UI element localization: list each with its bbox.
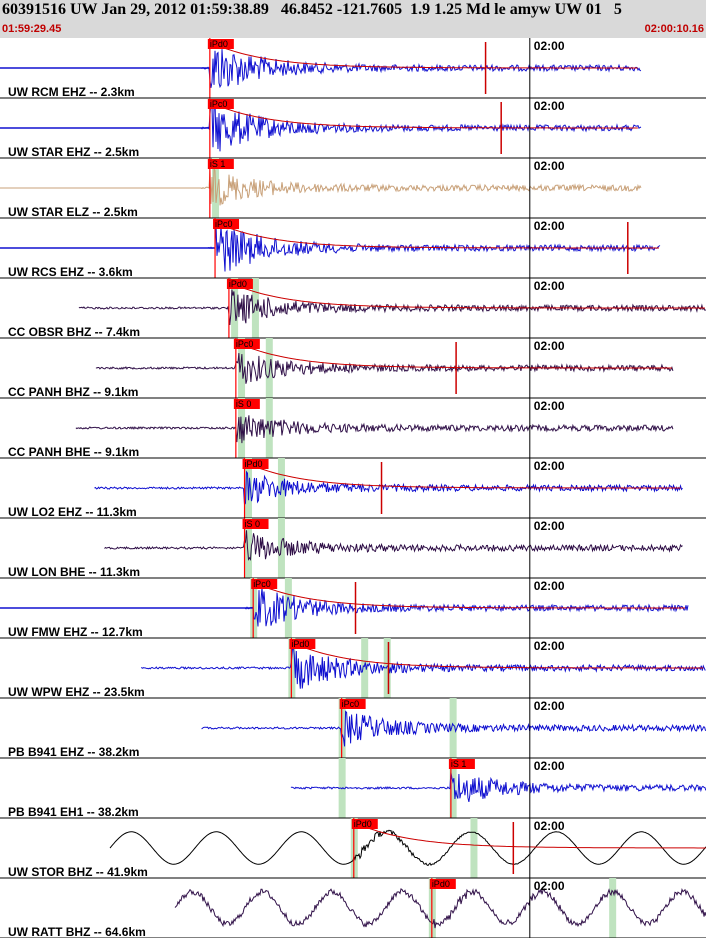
arrival-band [449, 698, 457, 758]
time-tick-label: 02:00 [534, 639, 565, 653]
station-label: PB B941 EH1 -- 38.2km [8, 805, 139, 819]
arrival-band [265, 338, 273, 398]
pick-label-box [233, 339, 260, 349]
station-label: UW RCM EHZ -- 2.3km [8, 85, 135, 99]
station-label: UW STOR BHZ -- 41.9km [8, 865, 148, 879]
arrival-band [284, 578, 292, 638]
pick-label: iS 1 [451, 759, 467, 769]
pick-label-box [351, 819, 378, 829]
arrival-band [383, 638, 391, 698]
pick-label: iPc0 [210, 99, 228, 109]
coda-fit-curve [252, 581, 686, 609]
waveform-trace [78, 289, 706, 326]
arrival-band [251, 278, 259, 338]
time-tick-label: 02:00 [534, 39, 565, 53]
seismogram-plot: iPd0 02:00 UW RCM EHZ -- 2.3km iPc0 02:00 UW … [0, 38, 706, 938]
station-label: CC PANH BHZ -- 9.1km [8, 385, 138, 399]
time-tick-label: 02:00 [534, 459, 565, 473]
station-label: UW WPW EHZ -- 23.5km [8, 685, 145, 699]
station-label: UW LO2 EHZ -- 11.3km [8, 505, 137, 519]
coda-fit-curve [228, 281, 705, 309]
time-tick-label: 02:00 [534, 219, 565, 233]
pick-label: iPc0 [215, 219, 233, 229]
waveform-trace [201, 710, 706, 747]
time-tick-label: 02:00 [534, 399, 565, 413]
pick-label-box [226, 279, 253, 289]
coda-fit-curve [214, 221, 659, 249]
station-label: UW FMW EHZ -- 12.7km [8, 625, 143, 639]
arrival-band [470, 818, 478, 878]
arrival-band [609, 878, 617, 938]
pick-label: iPc0 [236, 339, 254, 349]
pick-label: iS 0 [245, 519, 261, 529]
pick-label-box [429, 879, 456, 889]
coda-fit-curve [235, 341, 672, 369]
time-tick-label: 02:00 [534, 279, 565, 293]
pick-label: iPc0 [253, 579, 271, 589]
time-tick-label: 02:00 [534, 99, 565, 113]
coda-fit-curve [209, 41, 638, 69]
arrival-band [244, 518, 252, 578]
station-label: CC PANH BHE -- 9.1km [8, 445, 139, 459]
arrival-band [361, 638, 369, 698]
time-tick-label: 02:00 [534, 759, 565, 773]
coda-fit-curve [291, 641, 704, 669]
end-time: 02:00:10.16 [644, 23, 704, 35]
pick-label-box [289, 639, 316, 649]
time-tick-label: 02:00 [534, 879, 565, 893]
pick-label-box [213, 219, 240, 229]
start-time: 01:59:29.45 [2, 23, 62, 35]
pick-label: iPd0 [210, 39, 228, 49]
pick-label: iS 1 [210, 159, 226, 169]
pick-label-box [242, 519, 269, 529]
waveform-trace [290, 772, 706, 803]
time-tick-label: 02:00 [534, 159, 565, 173]
waveform-trace [140, 645, 706, 689]
station-label: PB B941 EHZ -- 38.2km [8, 745, 139, 759]
time-tick-label: 02:00 [534, 699, 565, 713]
station-label: UW RATT BHZ -- 64.6km [8, 925, 146, 938]
waveform-trace [104, 530, 683, 561]
pick-label-box [339, 699, 366, 709]
pick-label-box [207, 159, 234, 169]
time-tick-label: 02:00 [534, 339, 565, 353]
waveform-trace [0, 167, 642, 206]
time-tick-label: 02:00 [534, 579, 565, 593]
time-tick-label: 02:00 [534, 519, 565, 533]
pick-label: iPd0 [229, 279, 247, 289]
pick-label-box [242, 459, 269, 469]
pick-label: iPd0 [291, 639, 309, 649]
pick-label: iPd0 [432, 879, 450, 889]
station-label: UW STAR EHZ -- 2.5km [8, 145, 139, 159]
pick-label-box [251, 579, 278, 589]
pick-label: iPc0 [342, 699, 360, 709]
waveform-trace [75, 415, 674, 444]
station-label: CC OBSR BHZ -- 7.4km [8, 325, 140, 339]
pick-label-box [207, 99, 234, 109]
waveform-trace [109, 829, 706, 867]
station-label: UW STAR ELZ -- 2.5km [8, 205, 138, 219]
pick-label-box [233, 399, 260, 409]
waveform-trace [174, 888, 706, 929]
station-label: UW RCS EHZ -- 3.6km [8, 265, 133, 279]
event-title: 60391516 UW Jan 29, 2012 01:59:38.89 46.… [2, 1, 622, 18]
coda-fit-curve [244, 461, 681, 489]
waveform-trace [0, 587, 689, 627]
header-bar: 60391516 UW Jan 29, 2012 01:59:38.89 46.… [0, 0, 706, 38]
pick-label-box [448, 759, 475, 769]
station-label: UW LON BHE -- 11.3km [8, 565, 140, 579]
pick-label: iS 0 [236, 399, 252, 409]
pick-label: iPd0 [245, 459, 263, 469]
coda-fit-curve [209, 101, 638, 129]
arrival-band [238, 338, 246, 398]
time-tick-label: 02:00 [534, 819, 565, 833]
arrival-band [449, 758, 457, 818]
pick-label: iPd0 [354, 819, 372, 829]
pick-label-box [207, 39, 234, 49]
